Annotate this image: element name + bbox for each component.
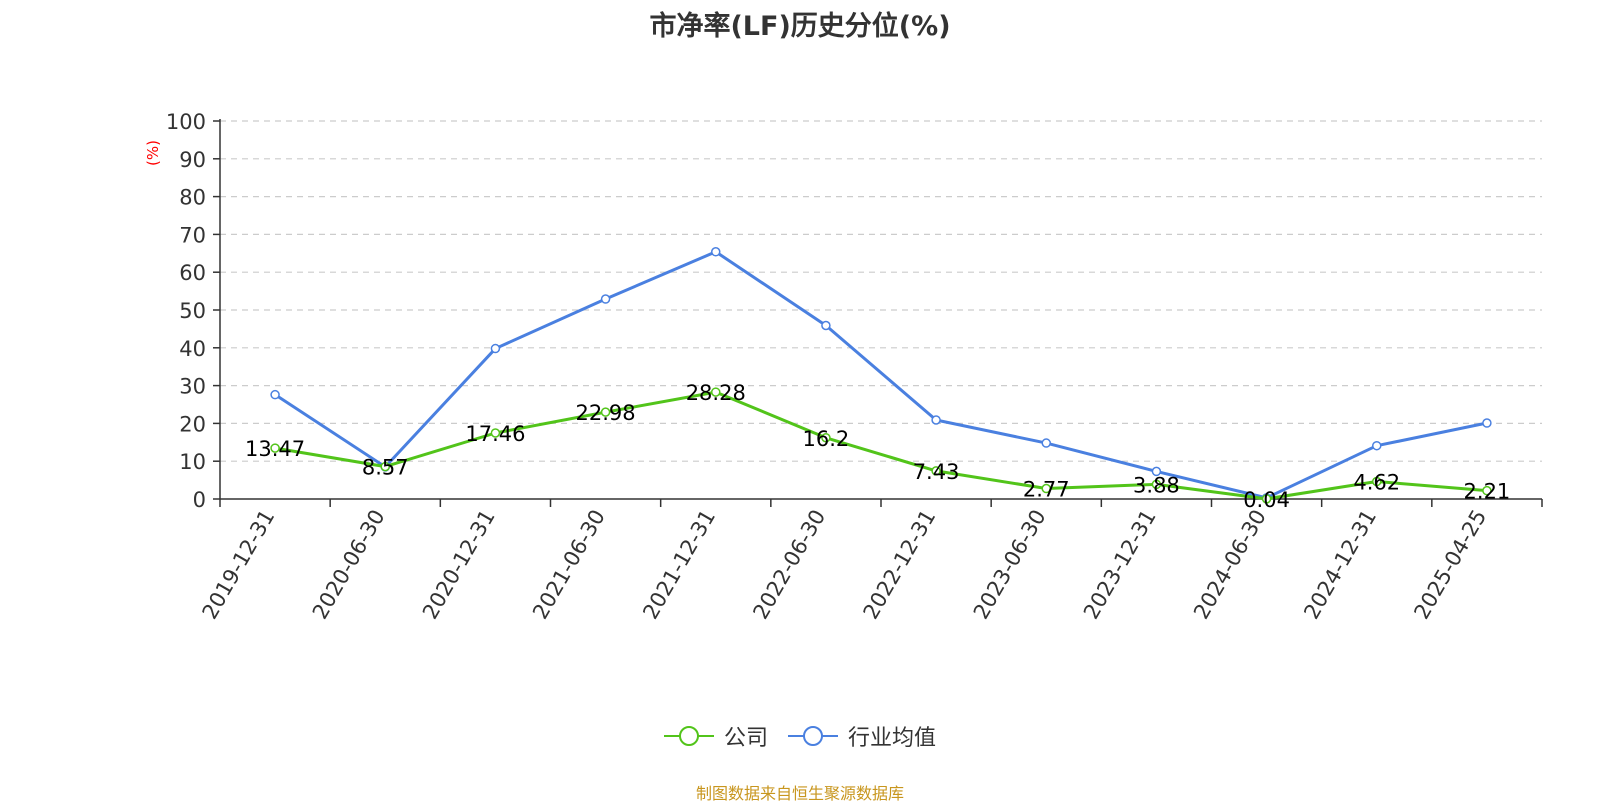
x-tick-label: 2023-12-31 — [1079, 506, 1161, 624]
y-tick-label: 100 — [166, 110, 206, 134]
x-tick-label: 2025-04-25 — [1409, 506, 1491, 624]
x-tick-label: 2023-06-30 — [969, 506, 1051, 624]
series-line — [274, 390, 1488, 501]
legend-marker-icon — [788, 726, 838, 746]
data-point — [711, 387, 721, 397]
grid-lines — [220, 120, 1542, 462]
data-label: 13.47 — [245, 437, 305, 461]
legend: 公司 行业均值 — [0, 720, 1600, 752]
x-tick-label: 2022-12-31 — [859, 505, 941, 623]
x-tick-label: 2024-06-30 — [1189, 506, 1271, 624]
data-point — [1041, 483, 1051, 494]
data-point — [1151, 466, 1162, 477]
source-note: 制图数据来自恒生聚源数据库 — [695, 784, 904, 803]
legend-label: 公司 — [723, 726, 768, 751]
data-point — [931, 415, 941, 425]
data-label: 22.98 — [576, 401, 636, 425]
data-point — [1261, 494, 1272, 504]
y-tick-label: 0 — [193, 488, 206, 512]
y-axis-label: (%) — [144, 140, 162, 166]
series-layer — [270, 247, 1492, 504]
data-label: 16.2 — [803, 427, 850, 451]
chart-title: 市净率(LF)历史分位(%) — [649, 11, 951, 42]
data-label: 28.28 — [686, 381, 746, 405]
x-tick-label: 2022-06-30 — [748, 506, 830, 624]
data-point — [1482, 485, 1492, 496]
x-tick-label: 2020-06-30 — [308, 506, 390, 624]
data-point — [821, 320, 831, 331]
y-tick-label: 70 — [179, 223, 206, 247]
data-labels: 13.47 8.57 17.46 22.98 28.28 16.2 7.43 2.77 3.88… — [245, 381, 1510, 512]
data-point — [490, 343, 501, 354]
data-point — [1372, 476, 1382, 487]
legend-item-company[interactable]: 公司 — [663, 720, 768, 752]
x-tick-label: 2019-12-31 — [198, 506, 280, 624]
series-line — [274, 250, 1488, 500]
data-point — [1482, 418, 1492, 428]
x-tick-label: 2021-12-31 — [638, 506, 720, 624]
data-label: 3.88 — [1133, 473, 1180, 497]
x-tick-label: 2021-06-30 — [528, 506, 610, 624]
data-point — [1151, 479, 1162, 490]
data-label: 8.57 — [362, 456, 409, 480]
axes: 0 10 20 30 40 50 60 70 80 90 100 2019-12-31 2020-06-… — [166, 110, 1543, 624]
data-label: 0.04 — [1243, 488, 1290, 512]
y-tick-label: 50 — [179, 299, 206, 323]
data-point — [711, 247, 721, 257]
data-point — [380, 461, 390, 472]
data-point — [931, 466, 941, 476]
data-label: 4.62 — [1353, 471, 1400, 495]
data-label: 7.43 — [913, 460, 960, 484]
data-point — [270, 443, 280, 453]
legend-item-industry-average[interactable]: 行业均值 — [788, 720, 936, 752]
data-point — [1372, 440, 1382, 451]
data-point — [490, 428, 501, 438]
y-tick-label: 20 — [179, 412, 206, 436]
data-point — [600, 407, 611, 417]
y-tick-label: 10 — [179, 450, 206, 474]
data-label: 17.46 — [465, 422, 525, 446]
y-tick-label: 40 — [179, 337, 206, 361]
y-tick-label: 80 — [179, 186, 206, 210]
data-point — [270, 389, 280, 400]
data-label: 2.77 — [1023, 478, 1070, 502]
x-tick-label: 2020-12-31 — [418, 505, 500, 623]
data-label: 2.21 — [1464, 480, 1511, 504]
y-tick-label: 60 — [179, 261, 206, 285]
y-tick-label: 90 — [179, 148, 206, 172]
legend-label: 行业均值 — [848, 726, 937, 751]
y-tick-label: 30 — [179, 375, 206, 399]
data-point — [821, 433, 831, 443]
data-point — [1041, 438, 1051, 448]
x-tick-label: 2024-12-31 — [1299, 506, 1381, 624]
legend-marker-icon — [663, 726, 714, 746]
data-point — [600, 294, 611, 304]
